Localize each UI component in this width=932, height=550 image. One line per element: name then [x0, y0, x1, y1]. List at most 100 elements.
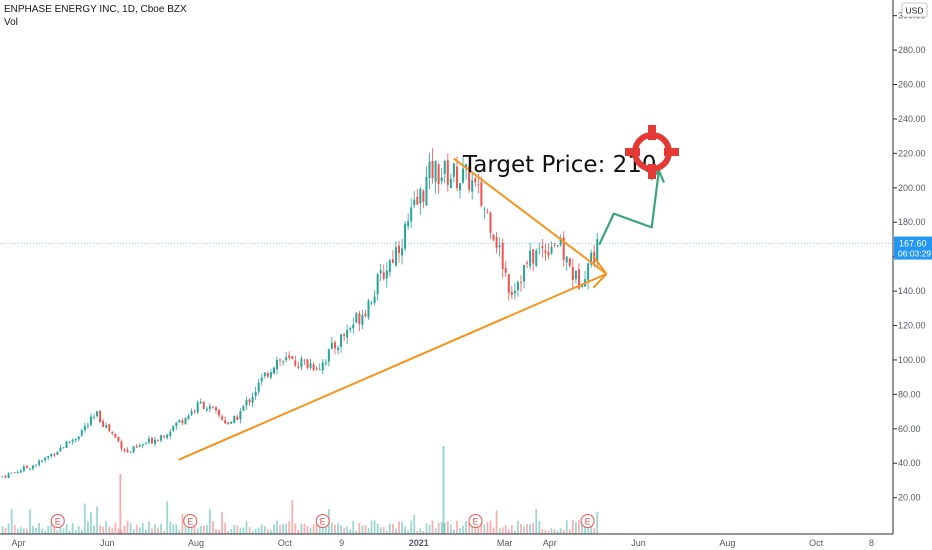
volume-bar	[331, 522, 333, 534]
earnings-circle	[315, 514, 330, 528]
volume-bar	[465, 520, 467, 534]
trendline	[592, 256, 608, 275]
candle	[248, 398, 251, 406]
candle-body	[129, 451, 132, 453]
candle	[346, 324, 349, 345]
candle-body	[483, 208, 486, 210]
volume-bar	[56, 530, 59, 534]
volume-bar	[486, 521, 489, 534]
price-tick-label: 240.00	[898, 114, 926, 124]
candle	[373, 290, 376, 306]
candle	[590, 249, 593, 268]
candle-body	[102, 421, 105, 427]
candle	[13, 471, 16, 474]
candle	[74, 438, 77, 443]
volume-bar	[358, 522, 361, 534]
volume-bar	[163, 530, 166, 534]
candle-body	[181, 420, 184, 424]
candle	[446, 153, 449, 192]
candle	[199, 398, 202, 404]
volume-bar	[83, 503, 86, 534]
volume-bar	[117, 528, 120, 534]
candle-body	[568, 258, 571, 266]
candle-body	[379, 270, 382, 274]
candle	[71, 438, 74, 445]
candle-body	[510, 291, 513, 295]
volume-bar	[215, 529, 217, 534]
candle-body	[221, 416, 224, 420]
volume-bar	[126, 520, 129, 534]
time-tick-label: Apr	[543, 538, 557, 548]
candle-body	[596, 239, 599, 262]
candle	[108, 423, 111, 433]
volume-bar	[166, 501, 169, 534]
candle	[187, 413, 190, 421]
volume-bar	[291, 500, 294, 534]
candle-body	[199, 401, 202, 404]
volume-bar	[96, 506, 98, 534]
candle	[132, 445, 135, 454]
candle-body	[577, 269, 580, 289]
volume-bar	[230, 528, 233, 534]
earnings-letter: E	[473, 517, 479, 527]
volume-bar	[523, 526, 525, 534]
candle-body	[175, 422, 178, 427]
candle-body	[147, 438, 150, 443]
candle-body	[294, 360, 297, 366]
candle-body	[269, 372, 272, 378]
drawing-layer: Target Price: 210	[0, 125, 893, 461]
candle	[56, 451, 59, 455]
volume-bar	[148, 521, 150, 534]
candle	[550, 241, 553, 255]
volume-bar	[507, 529, 510, 534]
candle	[547, 243, 550, 260]
candle-body	[410, 207, 413, 222]
time-tick-label: Jun	[631, 538, 646, 548]
candle	[260, 373, 263, 386]
candle	[565, 256, 568, 271]
candle-body	[144, 443, 147, 445]
candle-body	[285, 356, 288, 361]
volume-bar	[53, 523, 56, 534]
candle-body	[581, 285, 583, 287]
candle-body	[202, 402, 205, 410]
volume-bar	[343, 527, 345, 534]
candle-body	[324, 362, 327, 364]
candle	[379, 263, 382, 282]
candle	[513, 282, 516, 300]
candle	[279, 358, 282, 366]
candle	[157, 439, 160, 443]
candle-body	[452, 163, 455, 177]
volume-bar	[346, 526, 349, 534]
candle-body	[35, 465, 38, 467]
volume-bar	[456, 520, 458, 534]
candle	[297, 361, 300, 370]
candle	[266, 371, 269, 379]
candle	[123, 448, 126, 453]
candle-body	[422, 190, 425, 202]
candle	[32, 464, 34, 471]
candle-body	[211, 406, 214, 408]
trendline	[453, 157, 608, 275]
volume-bar	[77, 526, 80, 534]
candle	[541, 238, 544, 258]
candle-body	[123, 448, 126, 451]
candle	[498, 237, 501, 257]
volume-bar	[111, 528, 114, 534]
volume-bar	[590, 525, 593, 534]
candle-body	[513, 290, 516, 294]
volume-bar	[514, 530, 516, 534]
volume-bar	[334, 524, 336, 534]
candle-body	[272, 367, 275, 374]
candle-body	[526, 262, 529, 264]
candlestick-series	[1, 148, 599, 479]
candle-body	[553, 244, 556, 246]
candle-body	[330, 342, 333, 349]
volume-bar	[442, 446, 445, 534]
volume-bar	[297, 529, 300, 534]
volume-bar	[443, 522, 446, 534]
candle-body	[300, 358, 303, 368]
candle-body	[367, 300, 370, 318]
candle	[480, 176, 483, 208]
